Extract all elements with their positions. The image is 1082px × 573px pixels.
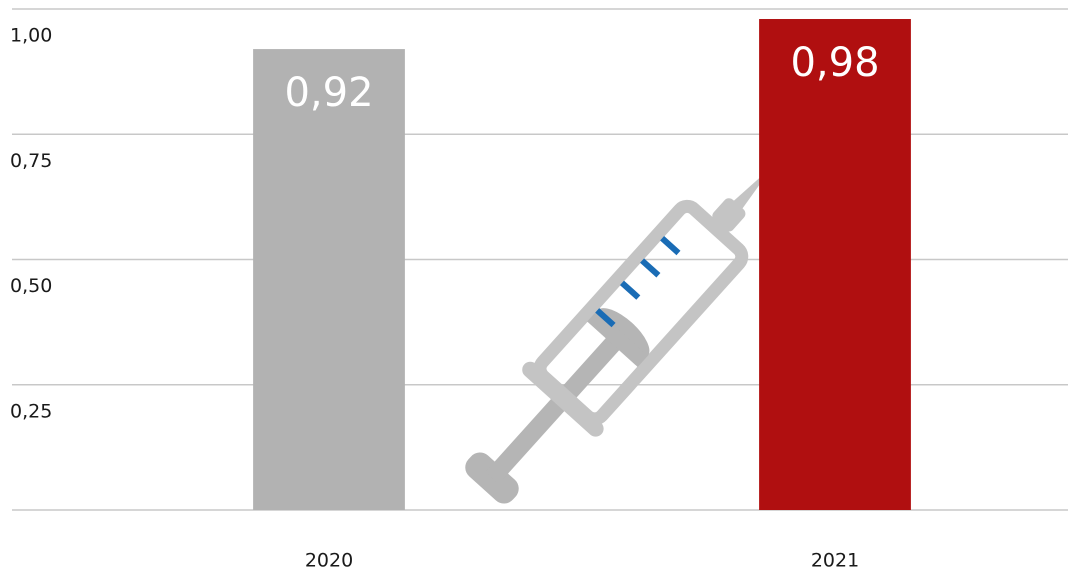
y-tick-label: 1,00	[10, 25, 52, 47]
y-tick-label: 0,25	[10, 400, 52, 422]
bar	[759, 19, 911, 511]
x-tick-label: 2020	[305, 550, 353, 572]
syringe-icon	[465, 177, 763, 504]
x-tick-label: 2021	[811, 550, 859, 572]
bar	[253, 49, 405, 511]
value-label: 0,98	[790, 40, 879, 86]
y-tick-label: 0,50	[10, 275, 52, 297]
y-tick-label: 0,75	[10, 150, 52, 172]
value-label: 0,92	[284, 70, 373, 116]
